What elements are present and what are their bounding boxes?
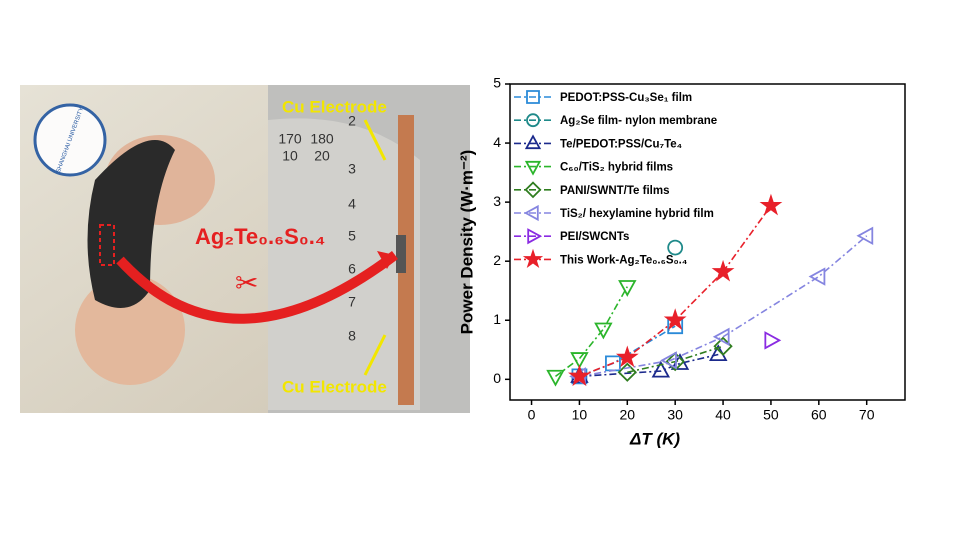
ruler-number: 8	[348, 328, 356, 344]
logo	[33, 103, 107, 177]
ruler-number: 5	[348, 228, 356, 244]
marker	[546, 369, 565, 387]
x-tick-label: 40	[715, 407, 731, 423]
legend-label: Te/PEDOT:PSS/Cu₇Te₄	[560, 138, 682, 150]
marker	[618, 280, 637, 297]
marker	[665, 351, 685, 372]
ruler-number: 20	[314, 148, 330, 164]
ruler-number: 7	[348, 294, 356, 310]
legend-marker	[522, 248, 544, 269]
legend-marker	[524, 160, 542, 176]
electrode-label: Cu Electrode	[282, 97, 387, 116]
marker	[594, 322, 613, 340]
y-tick-label: 4	[493, 134, 501, 150]
x-tick-label: 10	[572, 407, 588, 423]
x-tick-label: 0	[528, 407, 536, 423]
legend-label: TiS₂/ hexylamine hybrid film	[560, 208, 714, 220]
y-axis-label: Power Density (W·m⁻²)	[457, 150, 476, 335]
ruler-number: 6	[348, 261, 356, 277]
marker	[856, 226, 874, 246]
series-line	[579, 235, 868, 378]
x-tick-label: 50	[763, 407, 779, 423]
photo: SHANGHAI UNIVERSITY Ag₂Te₀.₆S₀.₄ ✂ Cu El…	[20, 85, 470, 413]
x-tick-label: 30	[667, 407, 683, 423]
electrode-label: Cu Electrode	[282, 377, 387, 396]
marker	[663, 308, 687, 330]
marker	[667, 239, 684, 256]
legend-label: C₆₀/TiS₂ hybrid films	[560, 162, 673, 174]
y-tick-label: 3	[493, 193, 501, 209]
ruler-number: 4	[348, 196, 356, 212]
x-tick-label: 60	[811, 407, 827, 423]
ruler-numbers: 170 180 10 20 2 3 4 5 6 7 8	[278, 113, 356, 344]
plot-frame	[509, 83, 906, 401]
marker	[660, 351, 677, 370]
legend-marker	[527, 228, 543, 245]
legend-marker	[524, 181, 542, 199]
ruler-number: 2	[348, 113, 356, 129]
marker	[570, 352, 589, 369]
marker	[808, 267, 826, 286]
marker	[617, 362, 637, 382]
cut-mark	[99, 224, 115, 266]
marker	[711, 259, 735, 282]
legend-marker	[526, 90, 540, 104]
pointer	[363, 119, 387, 161]
series-line	[579, 205, 772, 378]
y-tick-label: 1	[493, 311, 501, 327]
series-line	[555, 286, 629, 378]
marker	[759, 193, 783, 216]
y-tick-label: 0	[493, 370, 501, 386]
marker	[764, 331, 782, 350]
x-tick-label: 20	[620, 407, 636, 423]
x-axis-label: ΔT (K)	[629, 429, 680, 448]
marker	[571, 368, 588, 385]
film-strip	[396, 235, 406, 273]
legend-marker	[524, 134, 542, 150]
legend-label: PANI/SWNT/Te films	[560, 185, 669, 197]
legend-label: This Work-Ag₂Te₀.₆S₀.₄	[560, 254, 687, 266]
legend-label: Ag₂Se film- nylon membrane	[560, 115, 717, 127]
y-tick-label: 2	[493, 252, 501, 268]
ruler-number: 3	[348, 161, 356, 177]
scissors: ✂	[235, 267, 258, 298]
legend-marker	[523, 204, 539, 222]
legend-marker	[526, 113, 540, 128]
x-tick-label: 70	[859, 407, 875, 423]
material-label: Ag₂Te₀.₆S₀.₄	[195, 224, 325, 249]
y-tick-label: 5	[493, 75, 501, 91]
marker	[712, 327, 730, 347]
chart: Power Density (W·m⁻²) ΔT (K) 0 10 20 30 40 50…	[457, 75, 906, 448]
legend-label: PEDOT:PSS-Cu₃Se₁ film	[560, 92, 692, 104]
marker	[568, 364, 591, 387]
arrowhead	[377, 251, 395, 269]
legend-label: PEI/SWCNTs	[560, 231, 629, 243]
ruler-number: 10	[282, 148, 298, 164]
pointer	[363, 334, 387, 376]
ruler	[268, 118, 420, 410]
arrow	[116, 251, 399, 324]
marker	[615, 345, 639, 368]
marker	[651, 360, 671, 378]
ruler-number: 180	[310, 131, 334, 147]
ruler-number: 170	[278, 131, 302, 147]
